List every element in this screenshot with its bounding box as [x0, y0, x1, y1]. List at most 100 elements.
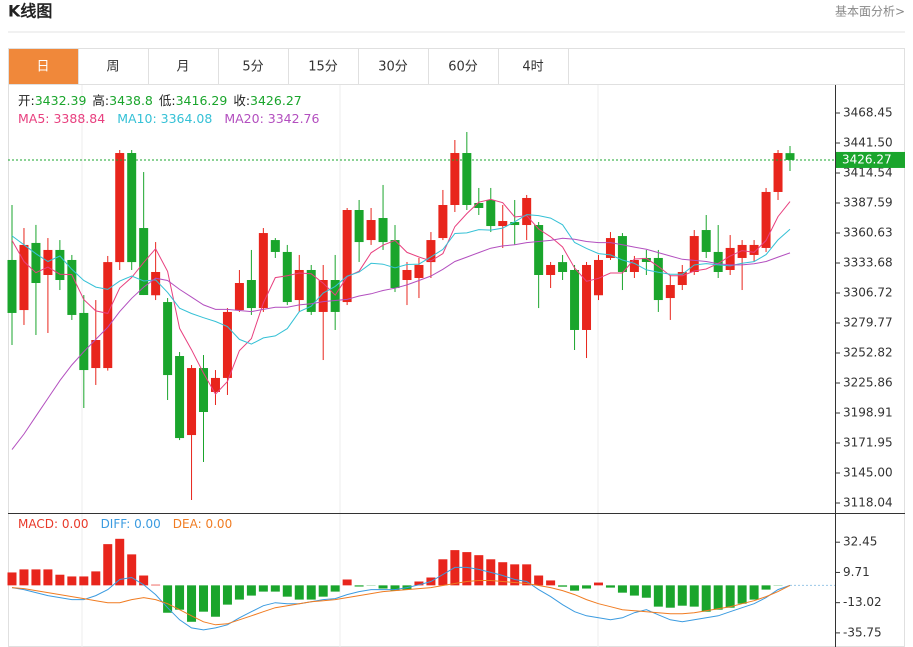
candle-body [605, 238, 615, 258]
candle-body [546, 264, 556, 275]
macd-bar [19, 569, 29, 586]
macd-bar [234, 585, 244, 600]
macd-bar [139, 575, 149, 586]
candle-body [653, 257, 663, 301]
y-tick-label: 3414.54 [843, 166, 893, 180]
candle-body [103, 262, 113, 369]
candle-body [390, 240, 400, 289]
y-tick-label: 3387.59 [843, 195, 893, 209]
tab[interactable] [8, 48, 79, 85]
ohlc-value: 3426.27 [250, 93, 302, 108]
candle-body [306, 269, 316, 312]
macd-bar [558, 585, 568, 587]
ma-value: 3342.76 [268, 111, 320, 126]
tab[interactable] [288, 48, 359, 85]
candle-body [330, 280, 340, 312]
candle-body [785, 153, 795, 160]
candle-body [258, 233, 268, 309]
macd-bar [593, 582, 603, 586]
macd-bar [318, 585, 328, 597]
candle-body [318, 280, 328, 312]
candle-body [534, 225, 544, 275]
tab-label[interactable]: 周 [106, 60, 119, 75]
candle-body [175, 356, 185, 439]
macd-bar [222, 585, 232, 605]
macd-bar [163, 585, 173, 613]
macd-bar [677, 585, 687, 606]
candle-body [570, 269, 580, 330]
tab-label[interactable]: 4时 [522, 60, 543, 75]
y-tick-label: 32.45 [843, 535, 877, 549]
candle-body [354, 209, 364, 243]
macd-bar [570, 585, 580, 591]
macd-sep: : [198, 517, 206, 531]
candle-body [163, 302, 173, 376]
macd-bar [534, 575, 544, 586]
macd-bar [282, 585, 292, 597]
macd-bar [270, 585, 280, 592]
macd-bar [737, 585, 747, 604]
macd-bar [510, 564, 520, 586]
candle-body [474, 202, 484, 208]
tab-label[interactable]: 日 [36, 60, 49, 75]
candle-body [701, 230, 711, 252]
ma-value: 3364.08 [161, 111, 213, 126]
candle-body [617, 236, 627, 272]
tab-label[interactable]: 30分 [378, 60, 408, 75]
macd-bar [31, 569, 41, 586]
y-tick-label: 3171.95 [843, 436, 893, 450]
tab[interactable] [148, 48, 219, 85]
y-tick-label: 3252.82 [843, 345, 893, 359]
macd-bar [761, 585, 771, 590]
candle-body [282, 251, 292, 303]
candle-body [414, 264, 424, 279]
macd-bar [414, 581, 424, 586]
candle-body [79, 312, 89, 371]
candle-body [127, 153, 137, 263]
macd-name: DIFF [101, 517, 128, 531]
candle-body [665, 285, 675, 299]
y-tick-label: -35.75 [843, 625, 882, 639]
y-tick-label: 3306.72 [843, 286, 893, 300]
macd-bar [91, 571, 101, 586]
tab-label[interactable]: 15分 [308, 60, 338, 75]
ma-legend: MA5: 3388.84 MA10: 3364.08 MA20: 3342.76 [18, 111, 320, 126]
y-tick-label: 9.71 [843, 565, 870, 579]
macd-bar [641, 585, 651, 598]
macd-line [11, 580, 791, 626]
candle-body [19, 244, 29, 311]
candle-body [749, 244, 759, 255]
candle-body [510, 222, 520, 226]
macd-bar [151, 584, 161, 586]
ohlc-key: 收: [233, 93, 250, 108]
ohlc-key: 高: [92, 93, 109, 108]
tab-label[interactable]: 月 [176, 60, 189, 75]
macd-bar [498, 562, 508, 586]
candle-body [689, 236, 699, 272]
tab[interactable] [78, 48, 149, 85]
y-tick-label: 3198.91 [843, 405, 893, 419]
candle-body [43, 249, 53, 275]
candle-body [629, 259, 639, 272]
macd-bar [246, 585, 256, 596]
tab-label[interactable]: 60分 [448, 60, 478, 75]
macd-bar [175, 585, 185, 610]
analysis-link[interactable]: 基本面分析> [835, 5, 905, 19]
ohlc-key: 开: [18, 93, 35, 108]
ohlc-value: 3432.39 [35, 93, 87, 108]
macd-bar [67, 576, 77, 586]
candle-body [246, 280, 256, 309]
candle-body [234, 283, 244, 311]
widget-title: K线图 [8, 2, 52, 21]
macd-value: 0.00 [134, 517, 161, 531]
candle-body [91, 339, 101, 369]
candle-body [55, 249, 65, 281]
candle-body [641, 257, 651, 262]
macd-value: 0.00 [205, 517, 232, 531]
tab-label[interactable]: 5分 [242, 60, 263, 75]
tab[interactable] [498, 48, 569, 85]
macd-line [11, 566, 791, 631]
candle-body [737, 244, 747, 258]
candle-body [199, 368, 209, 413]
